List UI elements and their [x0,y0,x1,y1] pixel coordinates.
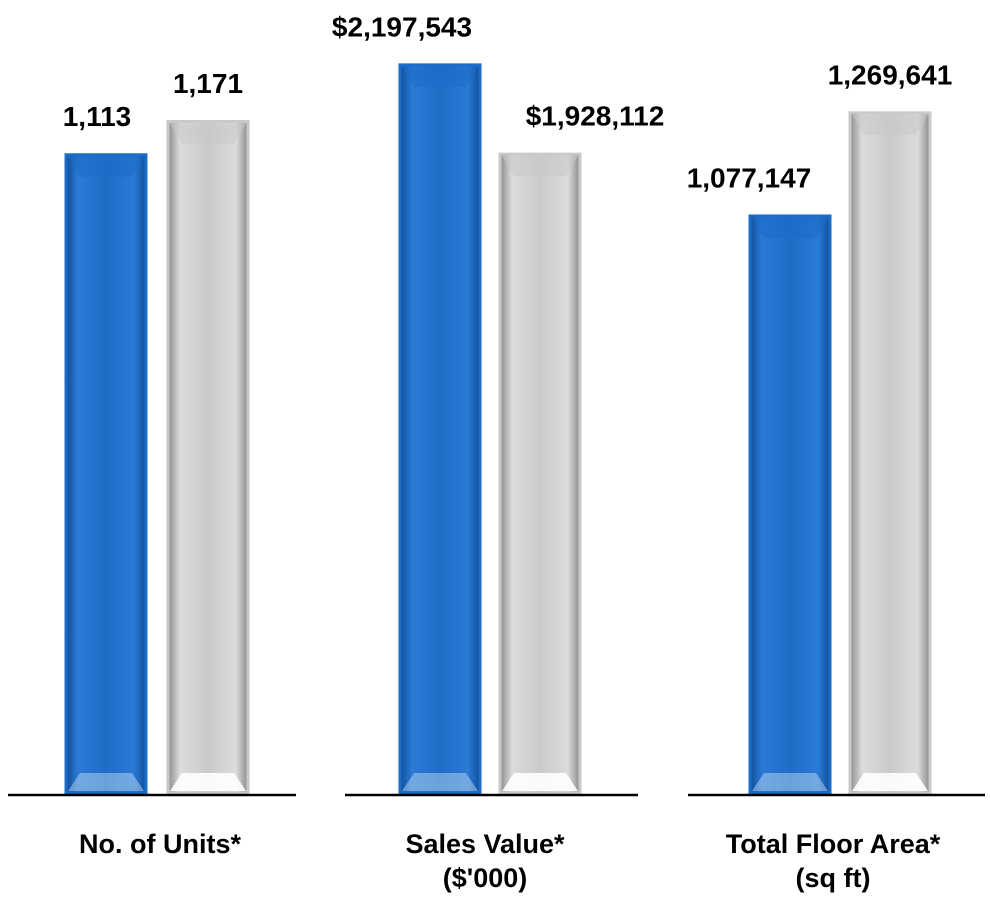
value-label: 1,171 [173,68,243,99]
bar-bevel [68,156,144,177]
value-label: 1,077,147 [687,162,812,193]
bar [64,153,148,795]
bar [748,214,832,795]
bar-bevel [170,123,246,144]
bar [166,119,250,795]
bar-bevel [68,773,144,791]
chart-subtitle: ($'000) [443,863,527,893]
value-label: $2,197,543 [332,11,472,42]
chart-subtitle: (sq ft) [796,863,871,893]
bar [848,111,932,795]
bar-bevel [852,114,928,135]
bar-bevel [752,217,828,238]
bar-bevel [502,773,578,791]
bar-bevel [502,156,578,177]
bar-bevel [402,773,478,791]
value-label: 1,269,641 [828,59,953,90]
chart-title: No. of Units* [79,829,241,859]
bar [398,63,482,795]
value-label: $1,928,112 [526,101,665,132]
bar-bevel [170,773,246,791]
chart-title: Sales Value* [405,829,565,859]
chart-title: Total Floor Area* [726,829,941,859]
bar [498,152,582,795]
bar-bevel [852,773,928,791]
value-label: 1,113 [63,101,132,132]
bar-bevel [752,773,828,791]
bar-bevel [402,66,478,87]
